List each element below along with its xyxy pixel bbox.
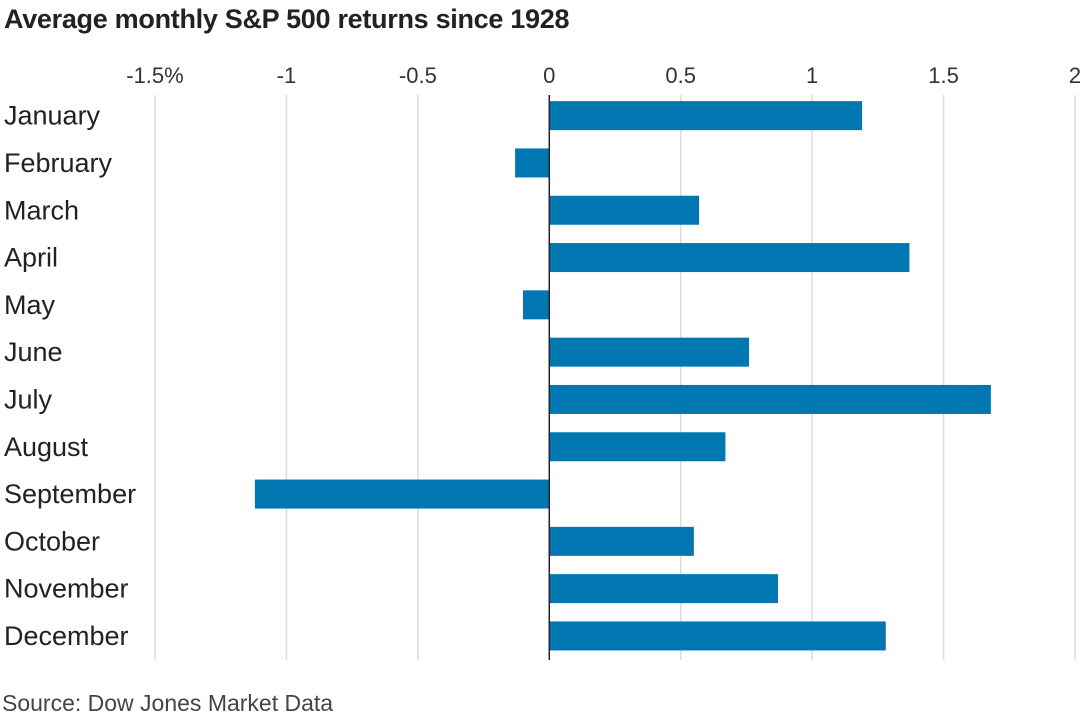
bar: [549, 621, 886, 651]
category-label: February: [4, 148, 113, 178]
category-label: October: [4, 526, 100, 556]
category-label: April: [4, 243, 58, 273]
category-label: July: [4, 384, 53, 414]
bar: [549, 432, 726, 462]
category-label: November: [4, 574, 129, 604]
chart-title: Average monthly S&P 500 returns since 19…: [4, 4, 570, 34]
category-label: June: [4, 337, 63, 367]
bar: [515, 148, 550, 178]
gridlines: [154, 95, 1076, 660]
category-labels: January February March April May June July Augu…: [4, 101, 136, 651]
x-tick-label: -0.5: [399, 63, 437, 88]
category-label: January: [4, 101, 101, 131]
category-label: December: [4, 621, 129, 651]
bar: [523, 290, 550, 320]
category-label: August: [4, 432, 89, 462]
bar: [549, 243, 910, 273]
bar: [549, 574, 778, 604]
x-tick-label: -1.5%: [126, 63, 183, 88]
bar: [549, 101, 863, 131]
x-tick-label: 1: [806, 63, 818, 88]
x-tick-label: 0: [543, 63, 555, 88]
x-tick-label: 1.5: [928, 63, 959, 88]
bar: [549, 384, 991, 414]
bar-chart: -1.5% -1 -0.5 0 0.5 1 1.5 2 January February Marc…: [4, 63, 1080, 660]
bar: [254, 479, 550, 509]
bar: [549, 526, 694, 556]
category-label: September: [4, 479, 136, 509]
bars: [254, 101, 991, 651]
category-label: May: [4, 290, 56, 320]
x-tick-label: 2: [1069, 63, 1080, 88]
x-tick-label: 0.5: [665, 63, 696, 88]
category-label: March: [4, 195, 79, 225]
x-axis-ticks: -1.5% -1 -0.5 0 0.5 1 1.5 2: [126, 63, 1080, 88]
x-tick-label: -1: [277, 63, 297, 88]
bar: [549, 195, 700, 225]
source-note: Source: Dow Jones Market Data: [2, 690, 334, 716]
bar: [549, 337, 750, 367]
